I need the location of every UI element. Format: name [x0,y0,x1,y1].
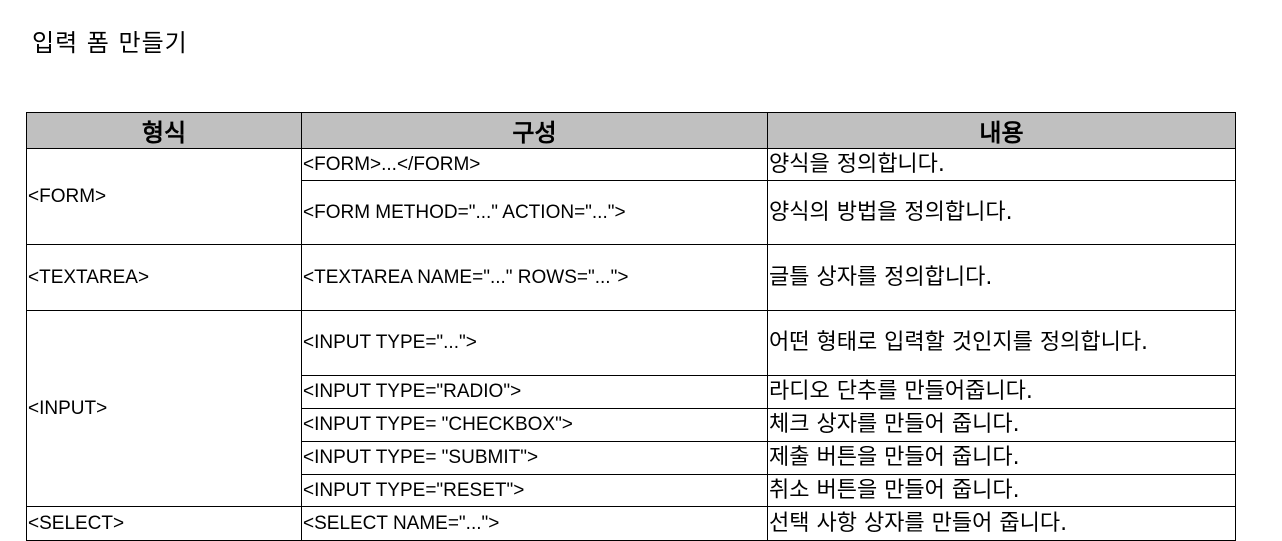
table-row: <INPUT TYPE= "CHECKBOX"> 체크 상자를 만들어 줍니다. [27,408,1236,442]
page-title: 입력 폼 만들기 [32,29,188,57]
composition-cell: <INPUT TYPE="RESET"> [301,474,768,507]
content-cell: 체크 상자를 만들어 줍니다. [767,408,1236,442]
format-cell: <SELECT> [26,506,302,541]
content-cell: 글틀 상자를 정의합니다. [767,244,1236,311]
content-cell: 라디오 단추를 만들어줍니다. [767,375,1236,409]
table-row: <TEXTAREA> <TEXTAREA NAME="..." ROWS="..… [26,244,1236,311]
content-cell: 양식의 방법을 정의합니다. [767,180,1236,245]
content-cell: 선택 사항 상자를 만들어 줍니다. [767,506,1236,541]
composition-cell: <INPUT TYPE= "SUBMIT"> [301,441,768,475]
header-composition: 구성 [301,112,768,149]
format-cell: <TEXTAREA> [26,244,302,311]
html-form-tags-table: 형식 구성 내용 <FORM> <FORM>...</FORM> 양식을 정의합… [26,112,1236,541]
format-cell: <FORM> [26,148,302,245]
composition-cell: <INPUT TYPE= "CHECKBOX"> [301,408,768,442]
composition-cell: <INPUT TYPE="RADIO"> [301,375,768,409]
composition-cell: <FORM METHOD="..." ACTION="..."> [301,180,768,245]
header-content: 내용 [767,112,1236,149]
content-cell: 제출 버튼을 만들어 줍니다. [767,441,1236,475]
table-row: <FORM> <FORM>...</FORM> 양식을 정의합니다. [26,148,1236,245]
composition-cell: <SELECT NAME="..."> [301,506,768,541]
content-cell: 취소 버튼을 만들어 줍니다. [767,474,1236,507]
table-row: <SELECT> <SELECT NAME="..."> 선택 사항 상자를 만… [26,506,1236,541]
composition-cell: <INPUT TYPE="..."> [301,310,768,376]
format-cell: <INPUT> [26,310,302,507]
content-cell: 양식을 정의합니다. [767,148,1236,181]
table-row: <INPUT> <INPUT TYPE="..."> 어떤 형태로 입력할 것인… [26,310,1236,507]
content-cell: 어떤 형태로 입력할 것인지를 정의합니다. [767,310,1236,376]
table-row: <FORM METHOD="..." ACTION="..."> 양식의 방법을… [27,180,1236,245]
table-header-row: 형식 구성 내용 [26,112,1236,149]
composition-cell: <FORM>...</FORM> [301,148,768,181]
composition-cell: <TEXTAREA NAME="..." ROWS="..."> [301,244,768,311]
header-format: 형식 [26,112,302,149]
table-row: <INPUT TYPE="RADIO"> 라디오 단추를 만들어줍니다. [27,375,1236,409]
